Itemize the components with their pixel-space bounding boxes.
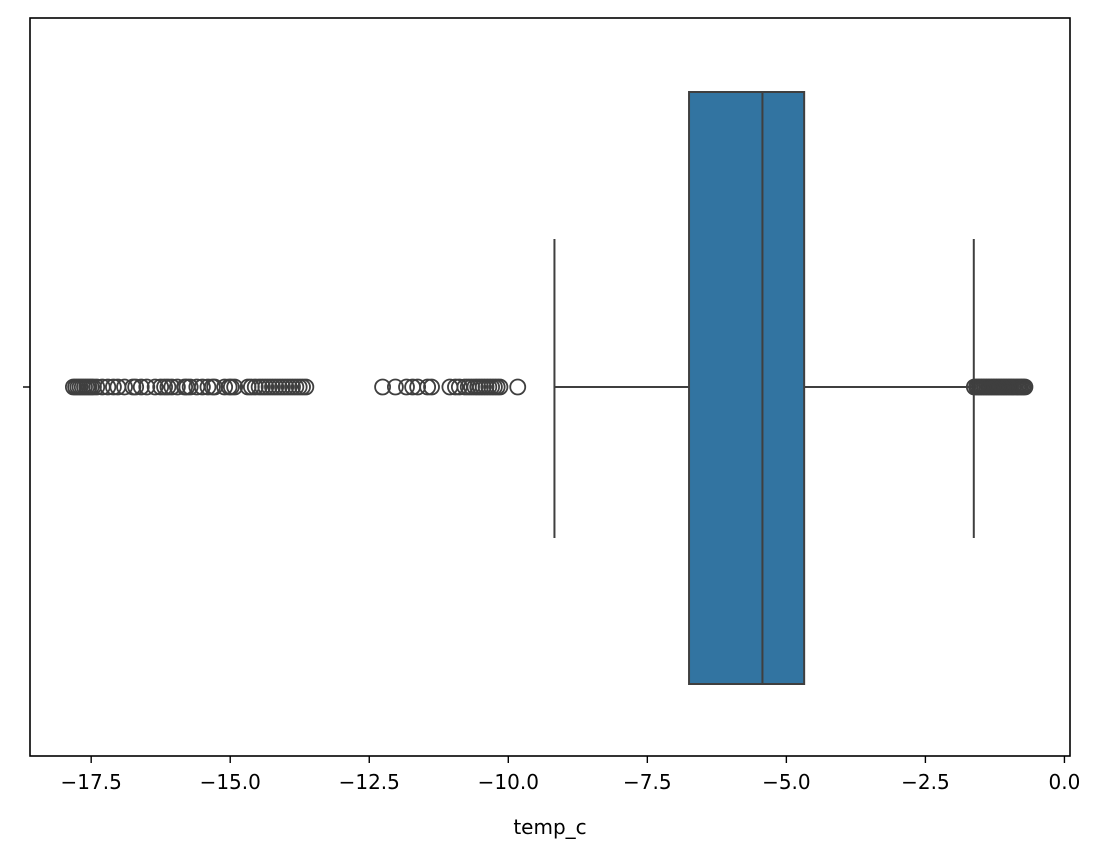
x-tick-label: −17.5 bbox=[61, 770, 122, 794]
outlier-point bbox=[447, 378, 464, 396]
outlier-point bbox=[398, 378, 415, 396]
outlier-point bbox=[216, 378, 234, 396]
outlier-point bbox=[409, 378, 427, 396]
outlier-point bbox=[132, 378, 150, 396]
outlier-point bbox=[374, 378, 391, 396]
outlier-point bbox=[509, 378, 527, 396]
outlier-point bbox=[199, 378, 217, 396]
outlier-point bbox=[138, 378, 156, 396]
outlier-point bbox=[99, 378, 117, 396]
x-tick-label: −12.5 bbox=[339, 770, 400, 794]
outlier-point bbox=[88, 378, 106, 396]
x-tick-label: −2.5 bbox=[901, 770, 950, 794]
outlier-point bbox=[116, 378, 133, 396]
x-axis-ticks: −17.5 −15.0 −12.5 −10.0 −7.5 −5.0 −2.5 0.0 bbox=[61, 756, 1081, 794]
outlier-point bbox=[246, 378, 264, 396]
outlier-point bbox=[127, 378, 145, 396]
x-tick-label: 0.0 bbox=[1049, 770, 1081, 794]
box-element bbox=[553, 91, 975, 685]
outlier-point bbox=[226, 378, 244, 396]
outlier-point bbox=[152, 378, 170, 396]
outlier-point bbox=[105, 378, 122, 396]
x-tick-label: −5.0 bbox=[762, 770, 811, 794]
outlier-point bbox=[419, 378, 437, 396]
interquartile-box bbox=[688, 91, 806, 685]
outlier-point bbox=[168, 378, 186, 396]
outlier-point bbox=[423, 378, 440, 396]
outlier-point bbox=[159, 378, 177, 396]
outlier-point bbox=[386, 378, 404, 396]
outlier-point bbox=[1016, 378, 1034, 396]
outlier-point bbox=[297, 378, 315, 396]
x-tick-label: −15.0 bbox=[200, 770, 261, 794]
x-tick-label: −10.0 bbox=[478, 770, 539, 794]
outlier-point bbox=[194, 378, 211, 396]
x-tick-label: −7.5 bbox=[623, 770, 672, 794]
outlier-points bbox=[64, 378, 1034, 396]
outlier-point bbox=[146, 378, 164, 396]
x-axis-title: temp_c bbox=[513, 815, 586, 839]
outlier-point bbox=[181, 378, 199, 396]
outlier-point bbox=[491, 378, 509, 396]
